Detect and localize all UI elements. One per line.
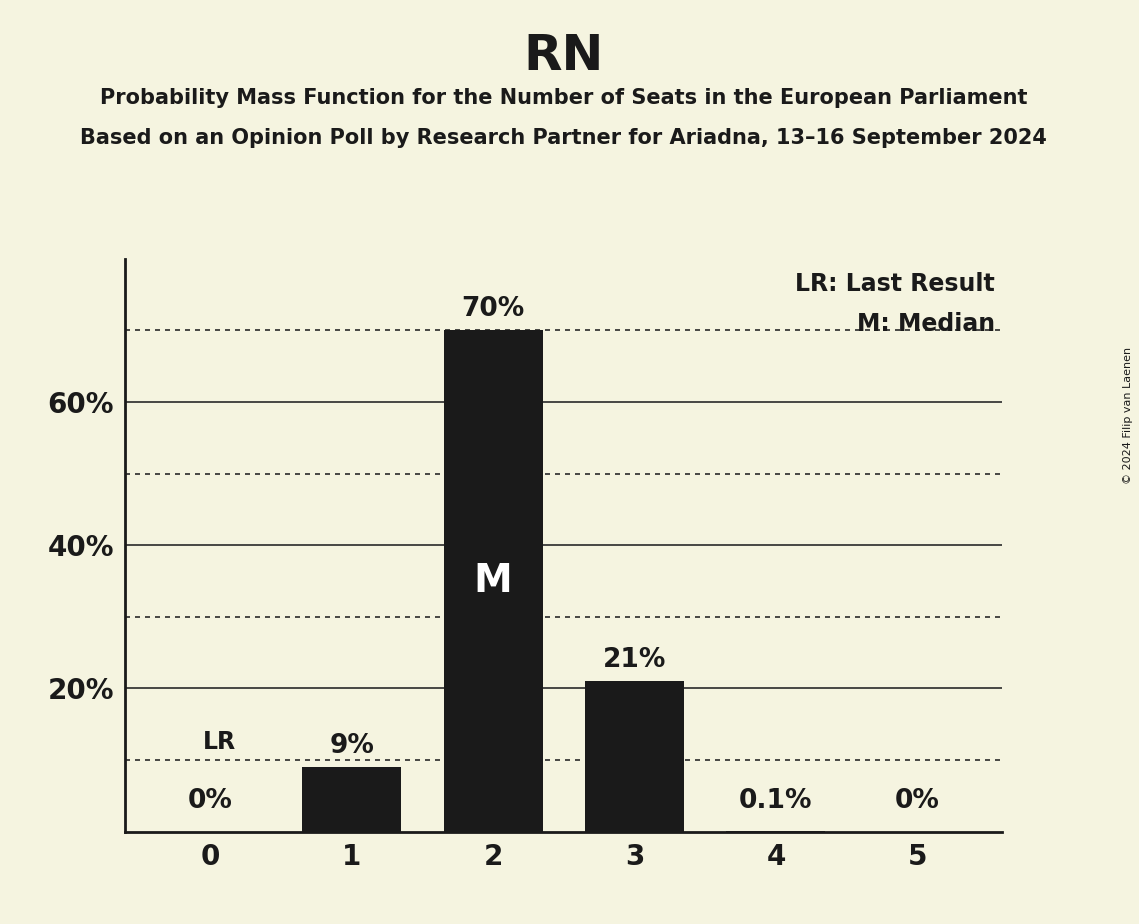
Bar — [443, 330, 542, 832]
Text: © 2024 Filip van Laenen: © 2024 Filip van Laenen — [1123, 347, 1133, 484]
Text: 21%: 21% — [603, 647, 666, 673]
Text: 0.1%: 0.1% — [739, 787, 813, 814]
Bar — [302, 767, 401, 832]
Text: 0%: 0% — [895, 787, 940, 814]
Text: LR: Last Result: LR: Last Result — [795, 272, 995, 296]
Text: 0%: 0% — [188, 787, 232, 814]
Text: Probability Mass Function for the Number of Seats in the European Parliament: Probability Mass Function for the Number… — [100, 88, 1027, 108]
Text: RN: RN — [524, 32, 604, 80]
Bar — [585, 681, 685, 832]
Text: 9%: 9% — [329, 733, 374, 759]
Text: 70%: 70% — [461, 296, 525, 322]
Text: LR: LR — [203, 730, 236, 754]
Text: Based on an Opinion Poll by Research Partner for Ariadna, 13–16 September 2024: Based on an Opinion Poll by Research Par… — [81, 128, 1047, 148]
Text: M: M — [474, 562, 513, 600]
Text: M: Median: M: Median — [858, 312, 995, 336]
